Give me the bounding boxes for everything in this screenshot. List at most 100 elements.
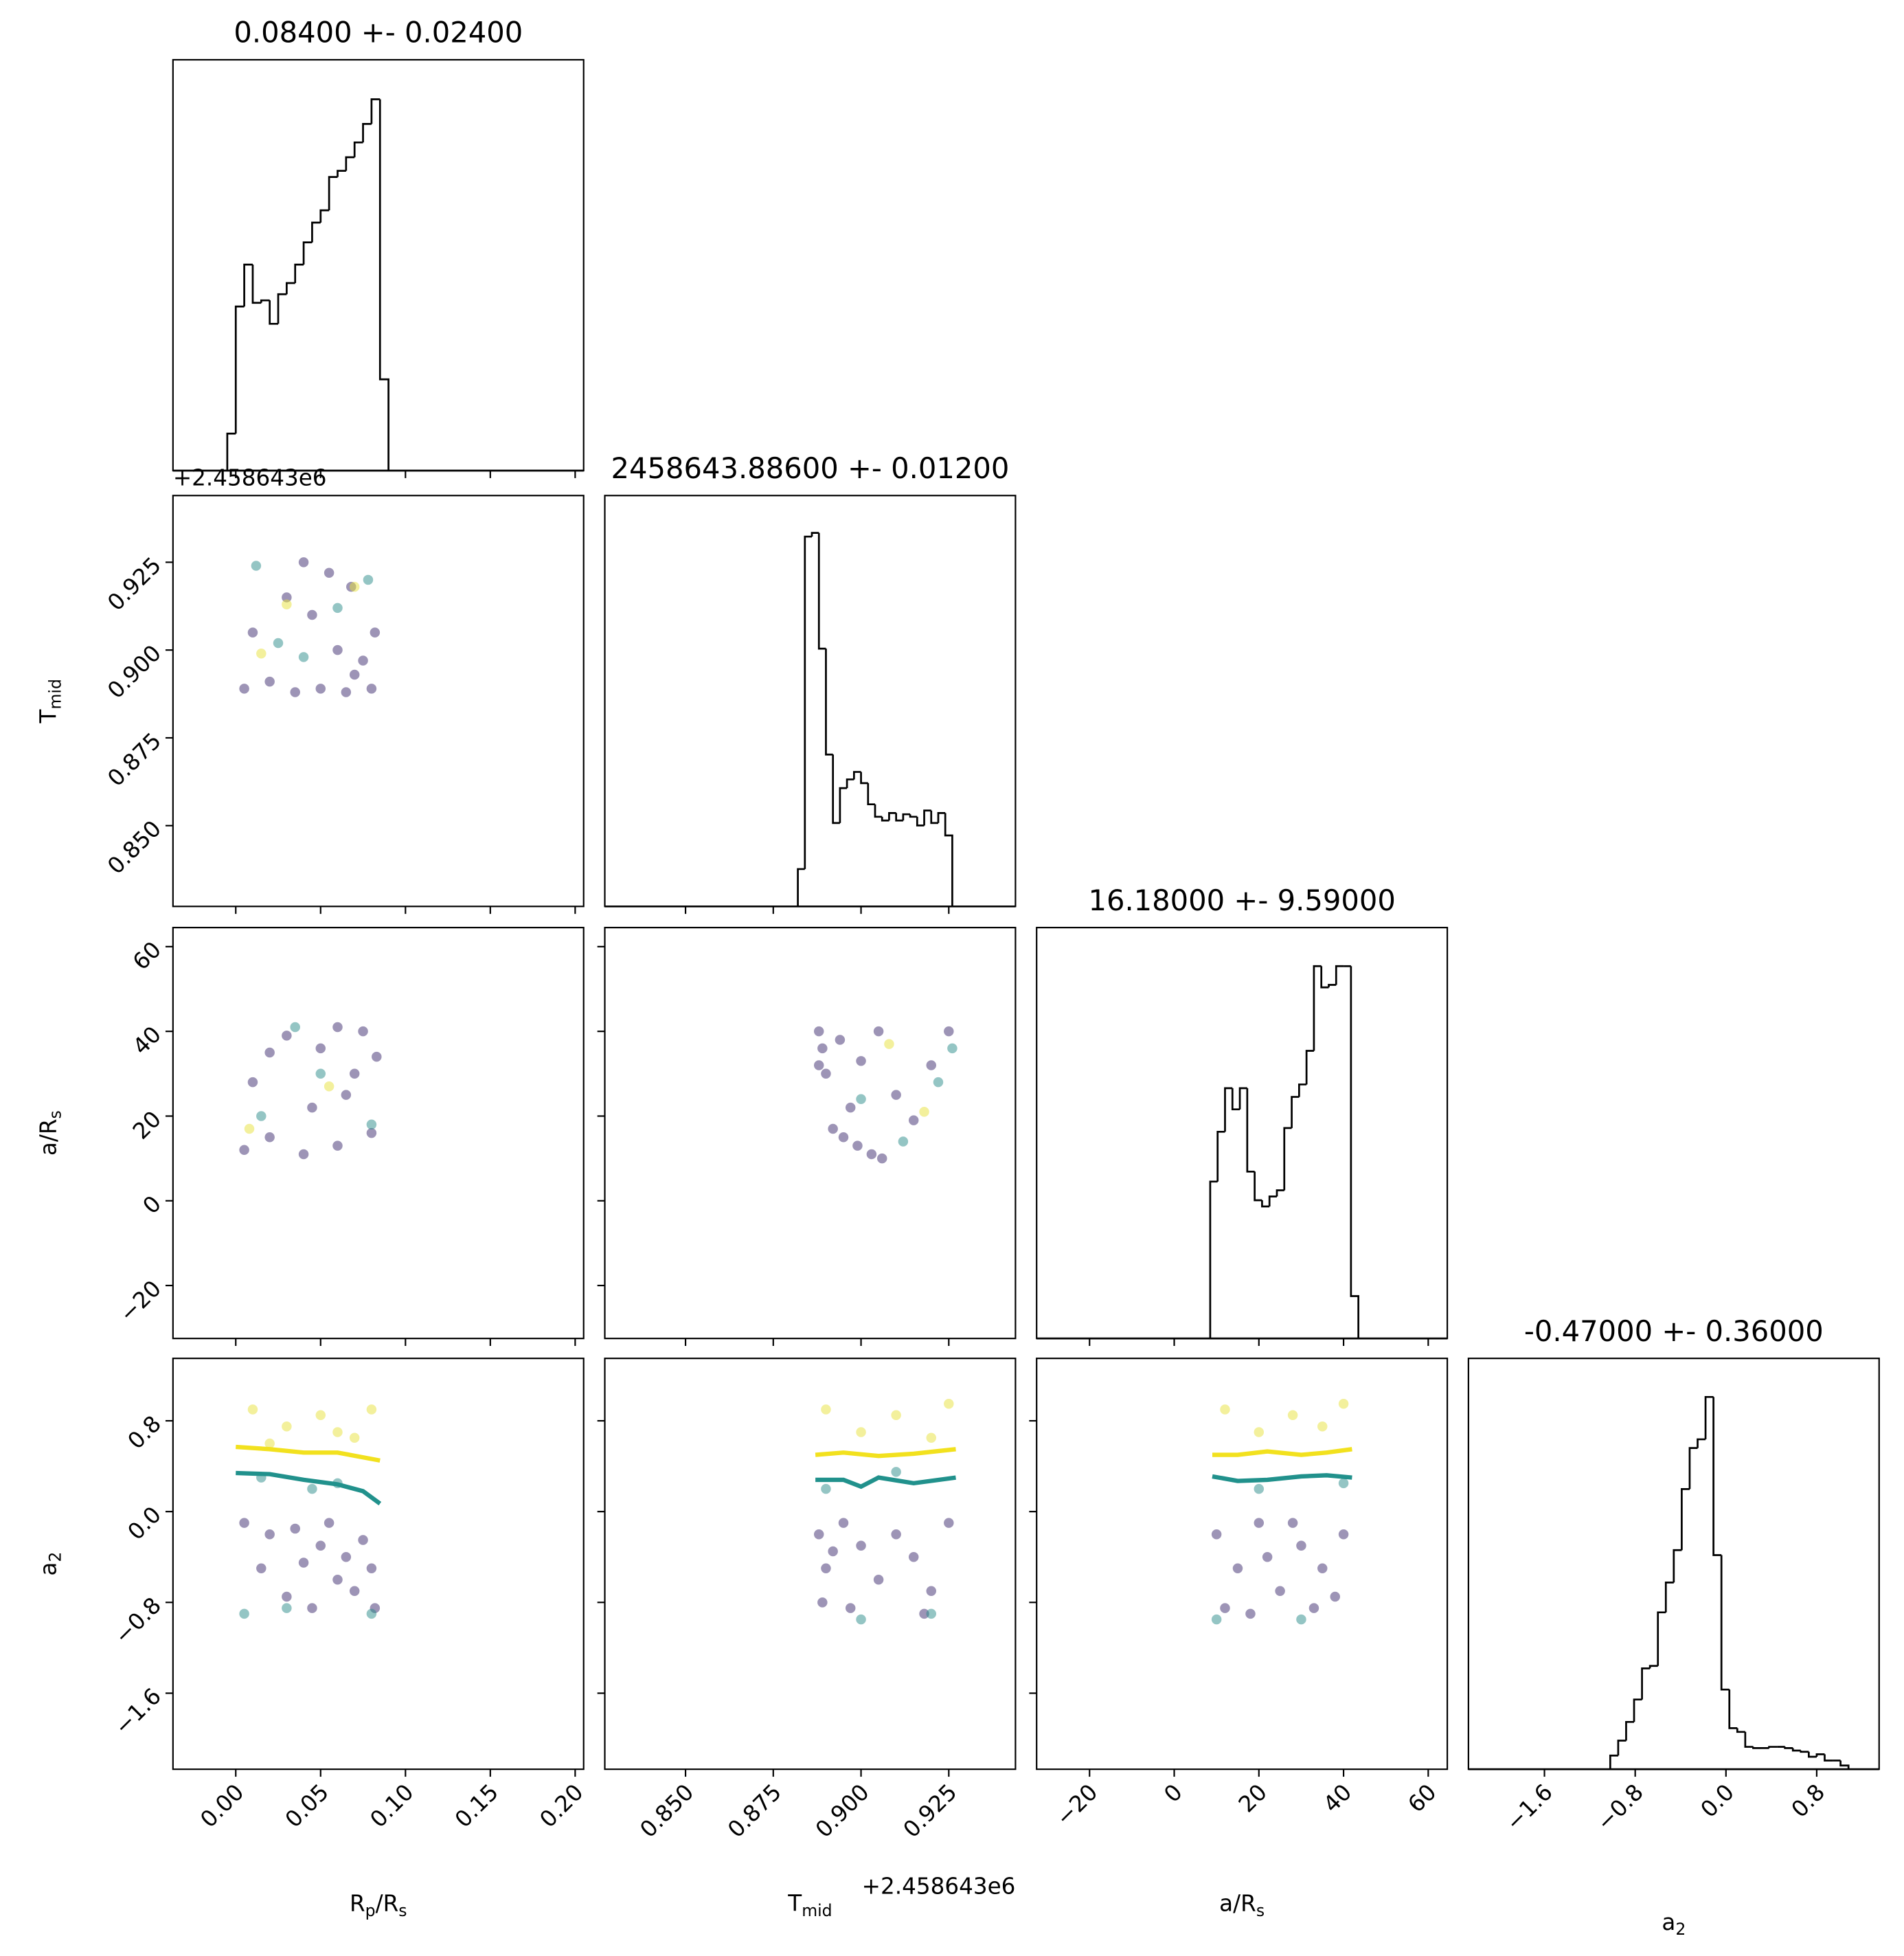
scatter-point — [264, 1438, 275, 1449]
scatter-point — [1254, 1483, 1265, 1494]
panel-title: -0.47000 +- 0.36000 — [1524, 1314, 1824, 1348]
scatter-point — [256, 649, 267, 659]
hist-step — [1313, 965, 1322, 1051]
hist-step — [1350, 966, 1360, 1339]
scatter-point — [813, 1060, 824, 1070]
scatter-point — [919, 1608, 929, 1619]
hist-step — [1209, 1180, 1218, 1339]
scatter-point — [307, 1603, 317, 1613]
hist-step — [1254, 1171, 1262, 1202]
scatter-point — [366, 1404, 377, 1415]
scatter-point — [282, 1591, 292, 1602]
y-tick-label: 0.850 — [102, 816, 166, 879]
x-tick-label: 20 — [1234, 1779, 1272, 1817]
scatter-point — [239, 684, 249, 694]
scatter-point — [926, 1432, 937, 1443]
contour-line — [1212, 1473, 1352, 1483]
x-tick-label: −0.8 — [1591, 1779, 1648, 1836]
scatter-point — [332, 1140, 343, 1151]
hist-step — [867, 783, 875, 806]
scatter-point — [926, 1060, 937, 1070]
scatter-point — [363, 574, 374, 585]
scatter-point — [366, 684, 377, 694]
offset-text: +2.458643e6 — [862, 1873, 1016, 1899]
hist-step — [1657, 1611, 1666, 1666]
scatter-point — [341, 1090, 352, 1100]
scatter-point — [315, 1540, 326, 1551]
scatter-point — [366, 1608, 377, 1619]
contour-line — [236, 1470, 382, 1506]
scatter-point — [370, 627, 381, 638]
hist-step — [1648, 1665, 1658, 1669]
scatter-point — [349, 1586, 360, 1597]
axis-label: a/Rs — [1219, 1891, 1265, 1920]
hist-step — [1246, 1088, 1255, 1173]
y-tick-label: 0.900 — [102, 640, 166, 704]
scatter-point — [315, 1068, 326, 1079]
hist-step — [269, 300, 279, 325]
scatter-point — [813, 1529, 824, 1540]
scatter-point — [856, 1540, 866, 1551]
hist-step — [251, 265, 262, 304]
panel-frame — [604, 927, 1017, 1340]
scatter-point — [1338, 1398, 1349, 1409]
panel-frame — [604, 1358, 1017, 1770]
axis-label-part: T — [35, 708, 61, 723]
hist-step — [1815, 1753, 1825, 1757]
scatter-point — [1220, 1404, 1230, 1415]
scatter-point — [1254, 1518, 1265, 1528]
hist-step — [1617, 1740, 1627, 1756]
hist-step — [1791, 1748, 1801, 1752]
panel-title: 2458643.88600 +- 0.01200 — [611, 451, 1010, 485]
x-tick-label: 60 — [1403, 1779, 1441, 1817]
hist-step — [846, 778, 854, 789]
scatter-point — [349, 669, 360, 680]
scatter-point — [933, 1077, 944, 1088]
hist-step — [260, 299, 270, 303]
axis-label-part: 2 — [45, 1552, 65, 1562]
axis-label-part: T — [787, 1891, 802, 1917]
scatter-point — [298, 557, 309, 567]
scatter-point — [247, 627, 258, 638]
axis-label: Tmid — [35, 679, 65, 723]
axis-label-part: mid — [45, 679, 65, 709]
x-tick-label: 0.875 — [723, 1779, 786, 1843]
scatter-point — [817, 1043, 828, 1054]
x-tick-label: 0.900 — [811, 1779, 874, 1843]
scatter-point — [1220, 1603, 1230, 1613]
hist-step — [353, 141, 363, 157]
hist-step — [804, 535, 813, 869]
hist-step — [1839, 1760, 1850, 1770]
scatter-point — [852, 1140, 863, 1151]
scatter-point — [1317, 1563, 1328, 1574]
axis-label-part: mid — [802, 1900, 832, 1920]
axis-label-part: a/R — [1219, 1891, 1256, 1917]
scatter-point — [813, 1026, 824, 1037]
scatter-point — [264, 1529, 275, 1540]
scatter-point — [251, 561, 262, 571]
x-tick-label: 0.05 — [280, 1779, 334, 1832]
scatter-point — [1317, 1421, 1328, 1432]
scatter-point — [947, 1043, 957, 1054]
y-tick-label: 0.875 — [102, 728, 166, 791]
hist-step — [874, 804, 883, 818]
x-tick-label: 0.850 — [635, 1779, 699, 1843]
scatter-point — [856, 1094, 866, 1105]
hist-step — [1736, 1728, 1745, 1733]
scatter-point — [332, 1427, 343, 1437]
scatter-point — [1254, 1427, 1265, 1437]
axis-label-part: 2 — [1675, 1919, 1686, 1938]
scatter-point — [926, 1586, 937, 1597]
scatter-point — [944, 1518, 954, 1528]
contour-line — [815, 1475, 956, 1490]
hist-step — [811, 532, 819, 537]
scatter-point — [341, 687, 352, 697]
scatter-point — [239, 1608, 249, 1619]
scatter-point — [926, 1608, 937, 1619]
offset-text: +2.458643e6 — [173, 465, 327, 491]
scatter-point — [1308, 1603, 1319, 1613]
axis-label-part: s — [1256, 1900, 1265, 1920]
hist-step — [277, 293, 287, 324]
scatter-point — [1330, 1591, 1340, 1602]
scatter-point — [944, 1398, 954, 1409]
